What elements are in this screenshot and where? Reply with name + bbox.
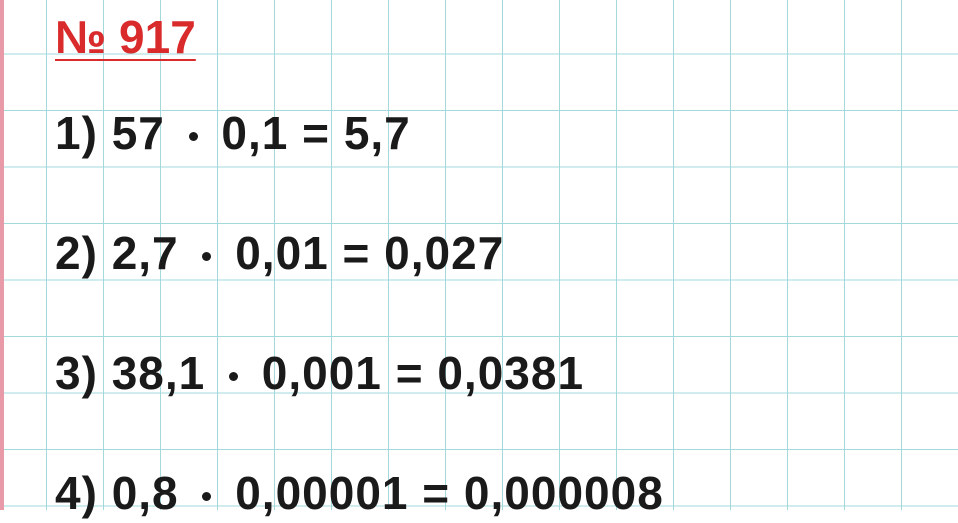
result: 0,000008 <box>464 467 664 519</box>
multiply-icon <box>229 350 238 404</box>
equation-number: 2) <box>55 227 98 279</box>
equation-row: 2) 2,7 0,01 = 0,027 <box>55 226 958 284</box>
left-operand: 38,1 <box>112 347 206 399</box>
equals-sign: = <box>343 227 385 279</box>
equation-row: 1) 57 0,1 = 5,7 <box>55 106 958 164</box>
equation-row: 3) 38,1 0,001 = 0,0381 <box>55 346 958 404</box>
equation-row: 4) 0,8 0,00001 = 0,000008 <box>55 466 958 523</box>
result: 0,0381 <box>437 347 584 399</box>
left-operand: 0,8 <box>112 467 179 519</box>
equals-sign: = <box>302 107 344 159</box>
multiply-icon <box>189 110 198 164</box>
equation-number: 4) <box>55 467 98 519</box>
multiply-icon <box>202 230 211 284</box>
equation-number: 1) <box>55 107 98 159</box>
right-operand: 0,00001 <box>235 467 408 519</box>
equation-number: 3) <box>55 347 98 399</box>
multiply-icon <box>202 469 211 523</box>
equals-sign: = <box>422 467 464 519</box>
right-operand: 0,1 <box>221 107 288 159</box>
content-area: № 917 1) 57 0,1 = 5,7 2) 2,7 0,01 = 0,02… <box>0 0 958 523</box>
right-operand: 0,01 <box>235 227 329 279</box>
result: 5,7 <box>344 107 411 159</box>
right-operand: 0,001 <box>262 347 382 399</box>
result: 0,027 <box>384 227 504 279</box>
left-operand: 57 <box>112 107 165 159</box>
exercise-title: № 917 <box>55 10 958 64</box>
left-operand: 2,7 <box>112 227 179 279</box>
equals-sign: = <box>396 347 438 399</box>
